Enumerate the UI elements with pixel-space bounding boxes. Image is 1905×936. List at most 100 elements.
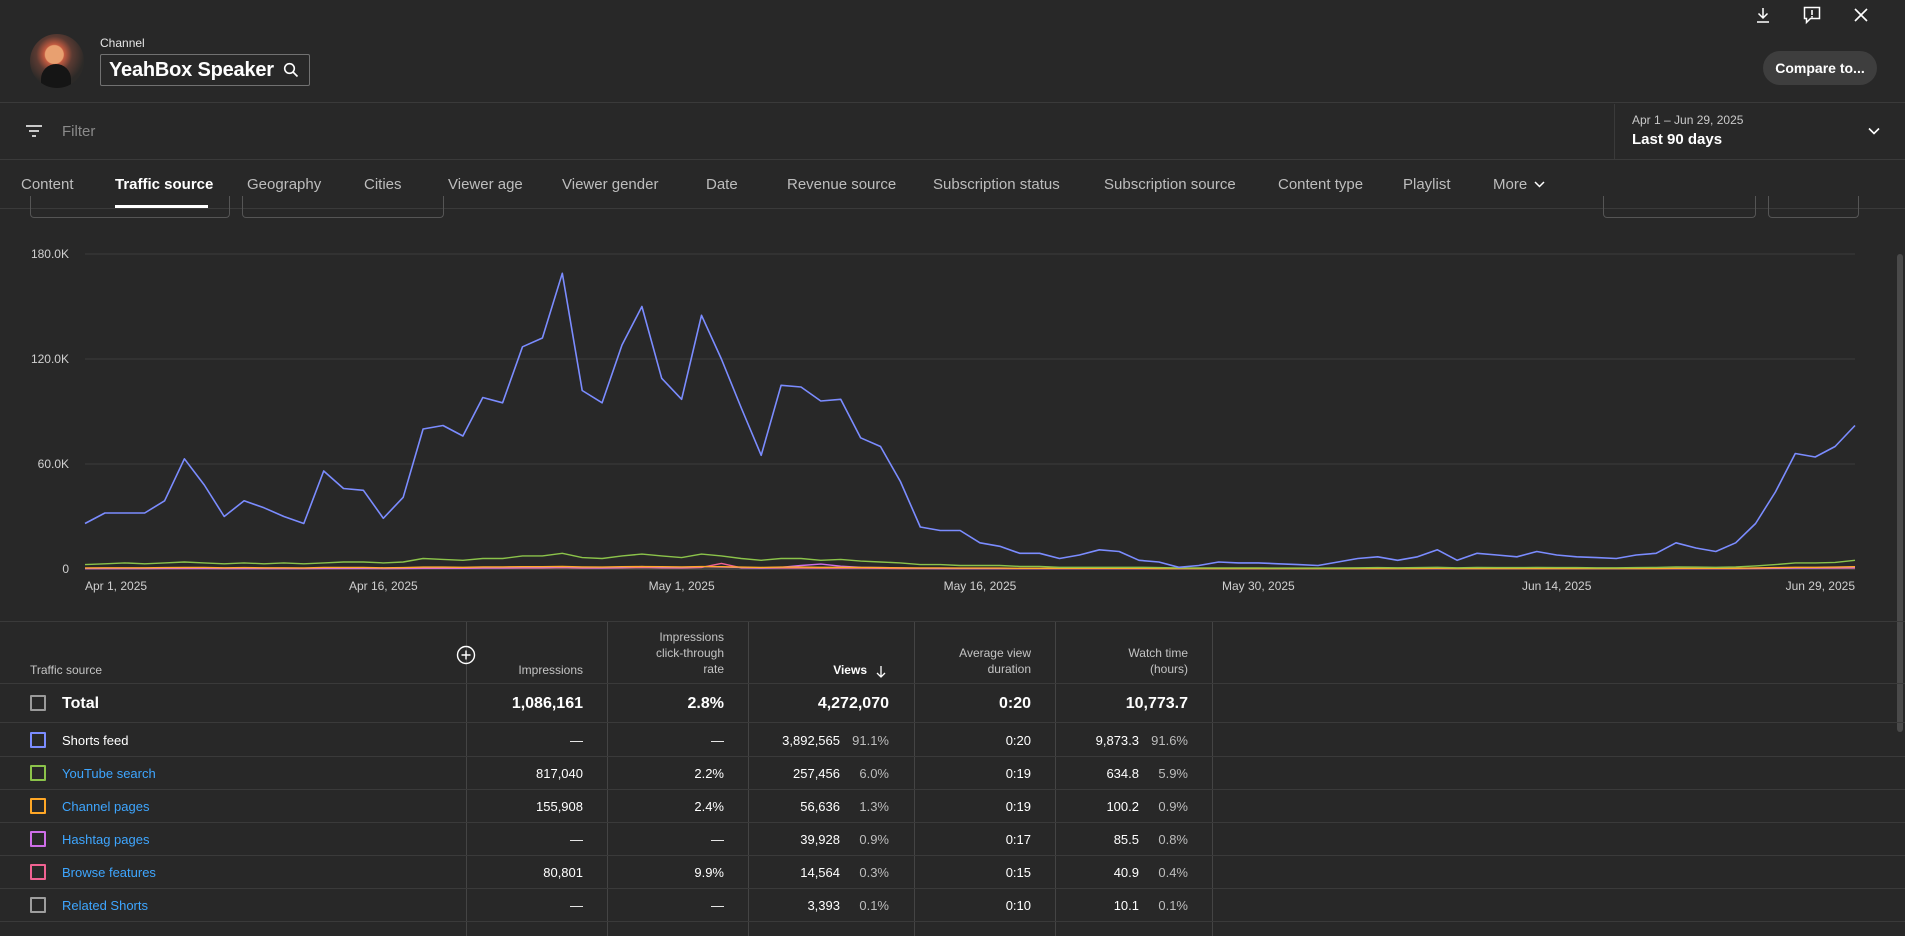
- add-column-icon[interactable]: [456, 645, 476, 665]
- cell-views: 56,636: [800, 799, 840, 814]
- cell-views: 3,393: [807, 898, 840, 913]
- header-avd-line1: Average view: [959, 646, 1031, 660]
- cell-impressions: —: [570, 832, 583, 847]
- header-wt-line2: (hours): [1149, 662, 1188, 676]
- row-checkbox[interactable]: [30, 864, 46, 880]
- chevron-down-icon: [1534, 181, 1545, 188]
- tab-content-type[interactable]: Content type: [1278, 176, 1364, 193]
- header-watch-time[interactable]: Watch time (hours): [1056, 645, 1188, 677]
- total-ctr: 2.8%: [687, 695, 724, 712]
- header-avg-view-duration[interactable]: Average view duration: [915, 645, 1031, 677]
- cell-watch-time: 9,873.3: [1095, 733, 1139, 748]
- cell-views-pct: 6.0%: [859, 766, 889, 781]
- column-divider: [1212, 622, 1213, 936]
- y-tick-label: 60.0K: [38, 457, 69, 471]
- download-icon[interactable]: [1751, 3, 1775, 27]
- header-ctr[interactable]: Impressions click-through rate: [608, 629, 724, 677]
- cell-views: 39,928: [800, 832, 840, 847]
- tab-subscription-status[interactable]: Subscription status: [933, 176, 1060, 193]
- cell-avd: 0:19: [1005, 766, 1031, 781]
- header-traffic-source[interactable]: Traffic source: [30, 663, 103, 677]
- compare-button[interactable]: Compare to...: [1763, 51, 1877, 85]
- row-checkbox[interactable]: [30, 695, 46, 711]
- tab-subscription-source[interactable]: Subscription source: [1104, 176, 1236, 193]
- total-label: Total: [62, 695, 100, 712]
- header-impressions[interactable]: Impressions: [518, 663, 583, 677]
- table-row: YouTube search 817,040 2.2% 257,456 6.0% 0:19…: [0, 757, 1905, 790]
- feedback-icon[interactable]: [1800, 3, 1824, 27]
- tab-viewer-gender[interactable]: Viewer gender: [562, 176, 659, 193]
- filter-input[interactable]: Filter: [62, 123, 96, 140]
- cell-ctr: 2.2%: [694, 766, 724, 781]
- analytics-header: Channel YeahBox Speaker Compare to...: [0, 0, 1905, 103]
- x-tick-label: Jun 29, 2025: [1786, 579, 1856, 593]
- tab-more[interactable]: More: [1493, 176, 1546, 193]
- filter-icon[interactable]: [24, 123, 44, 139]
- cell-watch-pct: 0.1%: [1158, 898, 1188, 913]
- tab-content[interactable]: Content: [21, 176, 74, 193]
- tab-more-label: More: [1493, 176, 1528, 193]
- chart-control-chip[interactable]: [1603, 196, 1756, 218]
- column-divider: [748, 622, 749, 936]
- chart-control-chip[interactable]: [30, 196, 230, 218]
- traffic-source-label[interactable]: Related Shorts: [62, 898, 148, 913]
- series-line: [84, 272, 1856, 569]
- tab-viewer-age[interactable]: Viewer age: [448, 176, 523, 193]
- x-tick-label: May 16, 2025: [944, 579, 1017, 593]
- x-tick-label: Apr 1, 2025: [85, 579, 147, 593]
- tab-geography[interactable]: Geography: [247, 176, 322, 193]
- column-divider: [466, 622, 467, 936]
- tab-traffic-source[interactable]: Traffic source: [115, 176, 214, 193]
- tab-cities[interactable]: Cities: [364, 176, 402, 193]
- traffic-source-label[interactable]: Hashtag pages: [62, 832, 150, 847]
- cell-impressions: 80,801: [543, 865, 583, 880]
- cell-ctr: —: [711, 898, 724, 913]
- series-line: [84, 552, 1856, 569]
- total-impressions: 1,086,161: [511, 695, 583, 712]
- search-icon[interactable]: [283, 62, 299, 78]
- date-range-dates: Apr 1 – Jun 29, 2025: [1632, 113, 1744, 127]
- cell-avd: 0:20: [1005, 733, 1031, 748]
- traffic-source-label[interactable]: Channel pages: [62, 799, 150, 814]
- table-row: Hashtag pages — — 39,928 0.9% 0:17 85.5 0.8%: [0, 823, 1905, 856]
- date-range-picker[interactable]: Apr 1 – Jun 29, 2025 Last 90 days: [1614, 104, 1905, 160]
- traffic-chart: 180.0K 120.0K 60.0K 0 Apr 1, 2025 Apr 16, 202…: [0, 220, 1905, 620]
- header-views[interactable]: Views: [833, 663, 867, 677]
- row-checkbox[interactable]: [30, 798, 46, 814]
- cell-views-pct: 0.3%: [859, 865, 889, 880]
- cell-watch-pct: 0.4%: [1158, 865, 1188, 880]
- table-row: Browse features 80,801 9.9% 14,564 0.3% 0:15 4…: [0, 856, 1905, 889]
- row-checkbox[interactable]: [30, 732, 46, 748]
- cell-ctr: 2.4%: [694, 799, 724, 814]
- tab-playlist[interactable]: Playlist: [1403, 176, 1451, 193]
- cell-views-pct: 0.9%: [859, 832, 889, 847]
- header-wt-line1: Watch time: [1128, 646, 1188, 660]
- scrollbar[interactable]: [1897, 254, 1903, 732]
- cell-ctr: —: [711, 733, 724, 748]
- chart-control-chip[interactable]: [1768, 196, 1859, 218]
- tab-revenue-source[interactable]: Revenue source: [787, 176, 897, 193]
- cell-watch-pct: 0.9%: [1158, 799, 1188, 814]
- row-checkbox[interactable]: [30, 897, 46, 913]
- sort-down-icon[interactable]: [875, 665, 887, 679]
- row-checkbox[interactable]: [30, 765, 46, 781]
- cell-avd: 0:17: [1005, 832, 1031, 847]
- channel-avatar[interactable]: [30, 34, 84, 88]
- row-checkbox[interactable]: [30, 831, 46, 847]
- cell-ctr: 9.9%: [694, 865, 724, 880]
- close-icon[interactable]: [1849, 3, 1873, 27]
- channel-selector[interactable]: YeahBox Speaker: [100, 54, 310, 86]
- header-ctr-line3: rate: [703, 662, 724, 676]
- cell-watch-pct: 0.8%: [1158, 832, 1188, 847]
- cell-views-pct: 1.3%: [859, 799, 889, 814]
- window-actions: [1751, 3, 1873, 27]
- traffic-source-label[interactable]: Browse features: [62, 865, 156, 880]
- cell-watch-time: 85.5: [1113, 832, 1139, 847]
- traffic-source-label[interactable]: YouTube search: [62, 766, 156, 781]
- column-divider: [1055, 622, 1056, 936]
- y-tick-label: 0: [62, 562, 69, 576]
- date-range-label: Last 90 days: [1632, 131, 1723, 148]
- total-views: 4,272,070: [817, 695, 889, 712]
- tab-date[interactable]: Date: [706, 176, 738, 193]
- chart-control-chip[interactable]: [242, 196, 444, 218]
